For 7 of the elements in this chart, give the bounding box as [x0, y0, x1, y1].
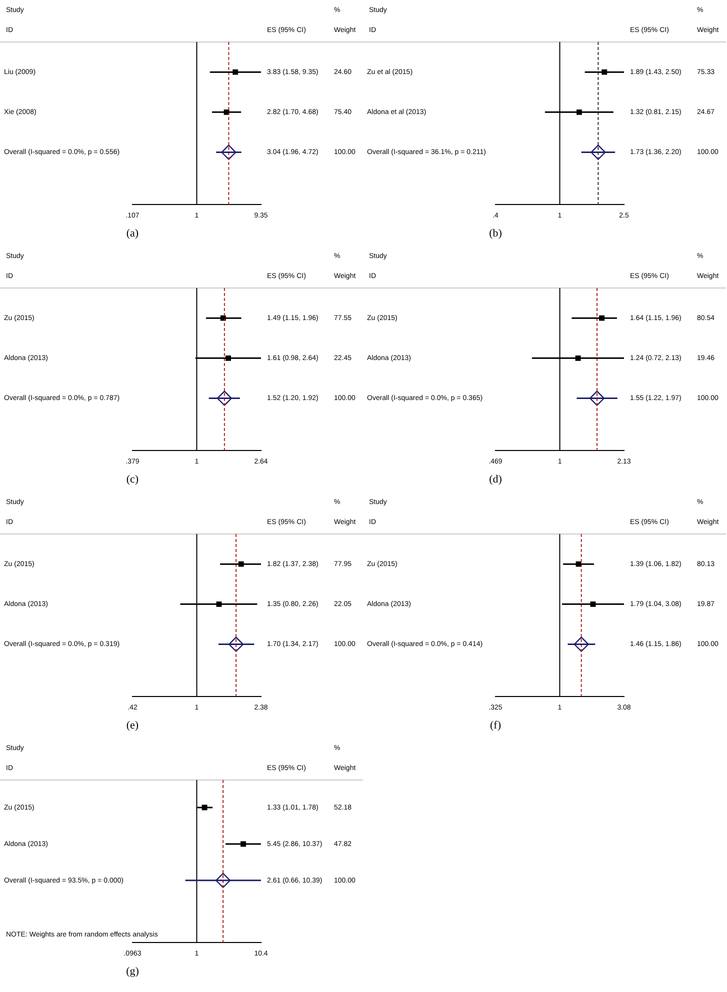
text: (a)	[126, 227, 139, 240]
text: (f)	[490, 719, 502, 732]
text: (e)	[126, 719, 139, 732]
text: (d)	[489, 473, 502, 486]
text: (g)	[126, 965, 140, 978]
text: (b)	[489, 227, 502, 240]
text: (c)	[126, 473, 139, 486]
